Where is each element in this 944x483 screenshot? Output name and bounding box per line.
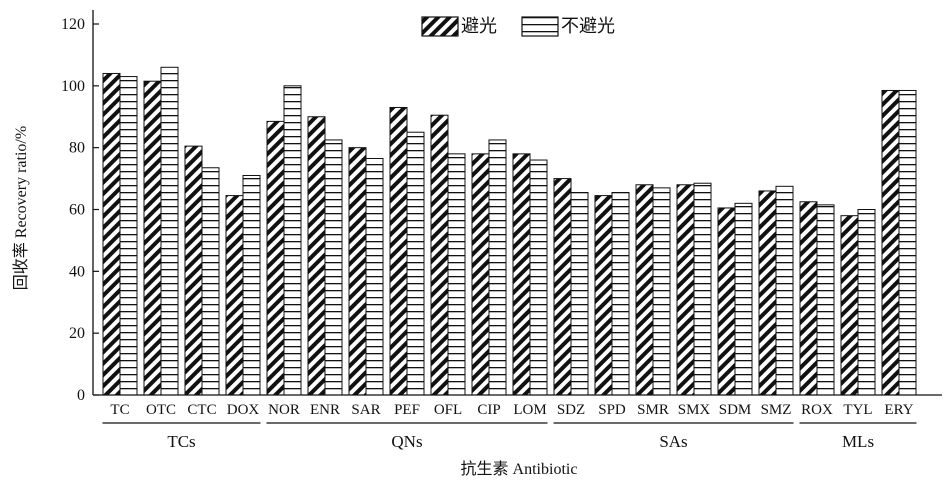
- x-tick-label-sar: SAR: [351, 402, 380, 418]
- bar-otc-avoid-light: [143, 80, 162, 396]
- axes-layer: TC OTC CTC DOX NOR ENR SAR PEF OFL CIP LOM SDZ SPD SM…: [61, 10, 942, 451]
- bar-smz-avoid-light: [758, 190, 777, 396]
- bar-sdm-no-avoid-light: [734, 202, 753, 396]
- y-tick-label-120: 120: [61, 16, 85, 33]
- bars-layer: [102, 66, 917, 396]
- y-axis-title: 回收率 Recovery ratio/%: [12, 126, 30, 290]
- bar-sdz-avoid-light: [553, 178, 572, 396]
- x-tick-label-smx: SMX: [678, 402, 711, 418]
- bar-ofl-no-avoid-light: [447, 153, 466, 396]
- bar-otc-no-avoid-light: [160, 66, 179, 396]
- bar-smx-avoid-light: [676, 184, 695, 396]
- x-tick-label-ery: ERY: [884, 402, 913, 418]
- bar-lom-no-avoid-light: [529, 159, 548, 396]
- bar-ery-no-avoid-light: [898, 89, 917, 396]
- group-label-qns: QNs: [391, 432, 422, 451]
- x-tick-label-dox: DOX: [227, 402, 260, 418]
- bar-dox-no-avoid-light: [242, 174, 261, 396]
- x-tick-label-nor: NOR: [268, 402, 300, 418]
- bar-ctc-avoid-light: [184, 145, 203, 396]
- bar-tc-no-avoid-light: [119, 76, 138, 396]
- group-label-tcs: TCs: [167, 432, 195, 451]
- legend: 避光 不避光: [421, 16, 615, 37]
- bar-tyl-avoid-light: [840, 215, 859, 396]
- bar-enr-no-avoid-light: [324, 139, 343, 396]
- bar-ctc-no-avoid-light: [201, 167, 220, 396]
- bar-smx-no-avoid-light: [693, 182, 712, 396]
- legend-label-no-avoid-light: 不避光: [561, 16, 615, 36]
- x-tick-label-enr: ENR: [310, 402, 340, 418]
- bar-sdz-no-avoid-light: [570, 191, 589, 396]
- bar-rox-no-avoid-light: [816, 204, 835, 396]
- x-tick-label-smr: SMR: [637, 402, 669, 418]
- bar-sdm-avoid-light: [717, 207, 736, 396]
- legend-swatch-avoid-light: [421, 16, 459, 37]
- x-tick-label-lom: LOM: [513, 402, 546, 418]
- x-tick-label-pef: PEF: [394, 402, 420, 418]
- bar-cip-avoid-light: [471, 153, 490, 396]
- y-tick-label-60: 60: [69, 202, 85, 219]
- x-tick-label-rox: ROX: [801, 402, 833, 418]
- y-tick-label-40: 40: [69, 263, 85, 280]
- group-label-sas: SAs: [659, 432, 687, 451]
- bar-nor-avoid-light: [266, 120, 285, 396]
- x-tick-label-spd: SPD: [598, 402, 626, 418]
- y-tick-label-20: 20: [69, 325, 85, 342]
- bar-rox-avoid-light: [799, 201, 818, 396]
- bar-smr-avoid-light: [635, 184, 654, 396]
- bar-sar-avoid-light: [348, 147, 367, 396]
- bar-smr-no-avoid-light: [652, 187, 671, 396]
- x-tick-label-sdm: SDM: [719, 402, 752, 418]
- bar-ery-avoid-light: [881, 89, 900, 396]
- bar-tyl-no-avoid-light: [857, 209, 876, 396]
- bar-enr-avoid-light: [307, 116, 326, 396]
- bar-dox-avoid-light: [225, 195, 244, 396]
- x-tick-label-smz: SMZ: [761, 402, 792, 418]
- x-tick-label-tyl: TYL: [843, 402, 872, 418]
- bar-spd-avoid-light: [594, 195, 613, 396]
- x-tick-label-tc: TC: [110, 402, 129, 418]
- y-tick-label-80: 80: [69, 140, 85, 157]
- group-label-mls: MLs: [842, 432, 874, 451]
- bar-ofl-avoid-light: [430, 114, 449, 396]
- x-tick-label-ctc: CTC: [187, 402, 216, 418]
- legend-label-avoid-light: 避光: [461, 16, 497, 36]
- x-axis-title: 抗生素 Antibiotic: [461, 460, 578, 478]
- bar-nor-no-avoid-light: [283, 85, 302, 396]
- bar-pef-no-avoid-light: [406, 131, 425, 396]
- bar-spd-no-avoid-light: [611, 191, 630, 396]
- y-tick-label-0: 0: [77, 387, 85, 404]
- x-tick-label-ofl: OFL: [434, 402, 462, 418]
- bar-cip-no-avoid-light: [488, 139, 507, 396]
- x-tick-label-otc: OTC: [146, 402, 176, 418]
- bar-pef-avoid-light: [389, 106, 408, 396]
- bar-lom-avoid-light: [512, 153, 531, 396]
- bar-smz-no-avoid-light: [775, 185, 794, 396]
- legend-swatch-no-avoid-light: [521, 16, 559, 37]
- y-tick-label-100: 100: [61, 78, 85, 95]
- x-tick-label-cip: CIP: [477, 402, 500, 418]
- bar-tc-avoid-light: [102, 72, 121, 396]
- bar-sar-no-avoid-light: [365, 157, 384, 396]
- x-tick-label-sdz: SDZ: [557, 402, 585, 418]
